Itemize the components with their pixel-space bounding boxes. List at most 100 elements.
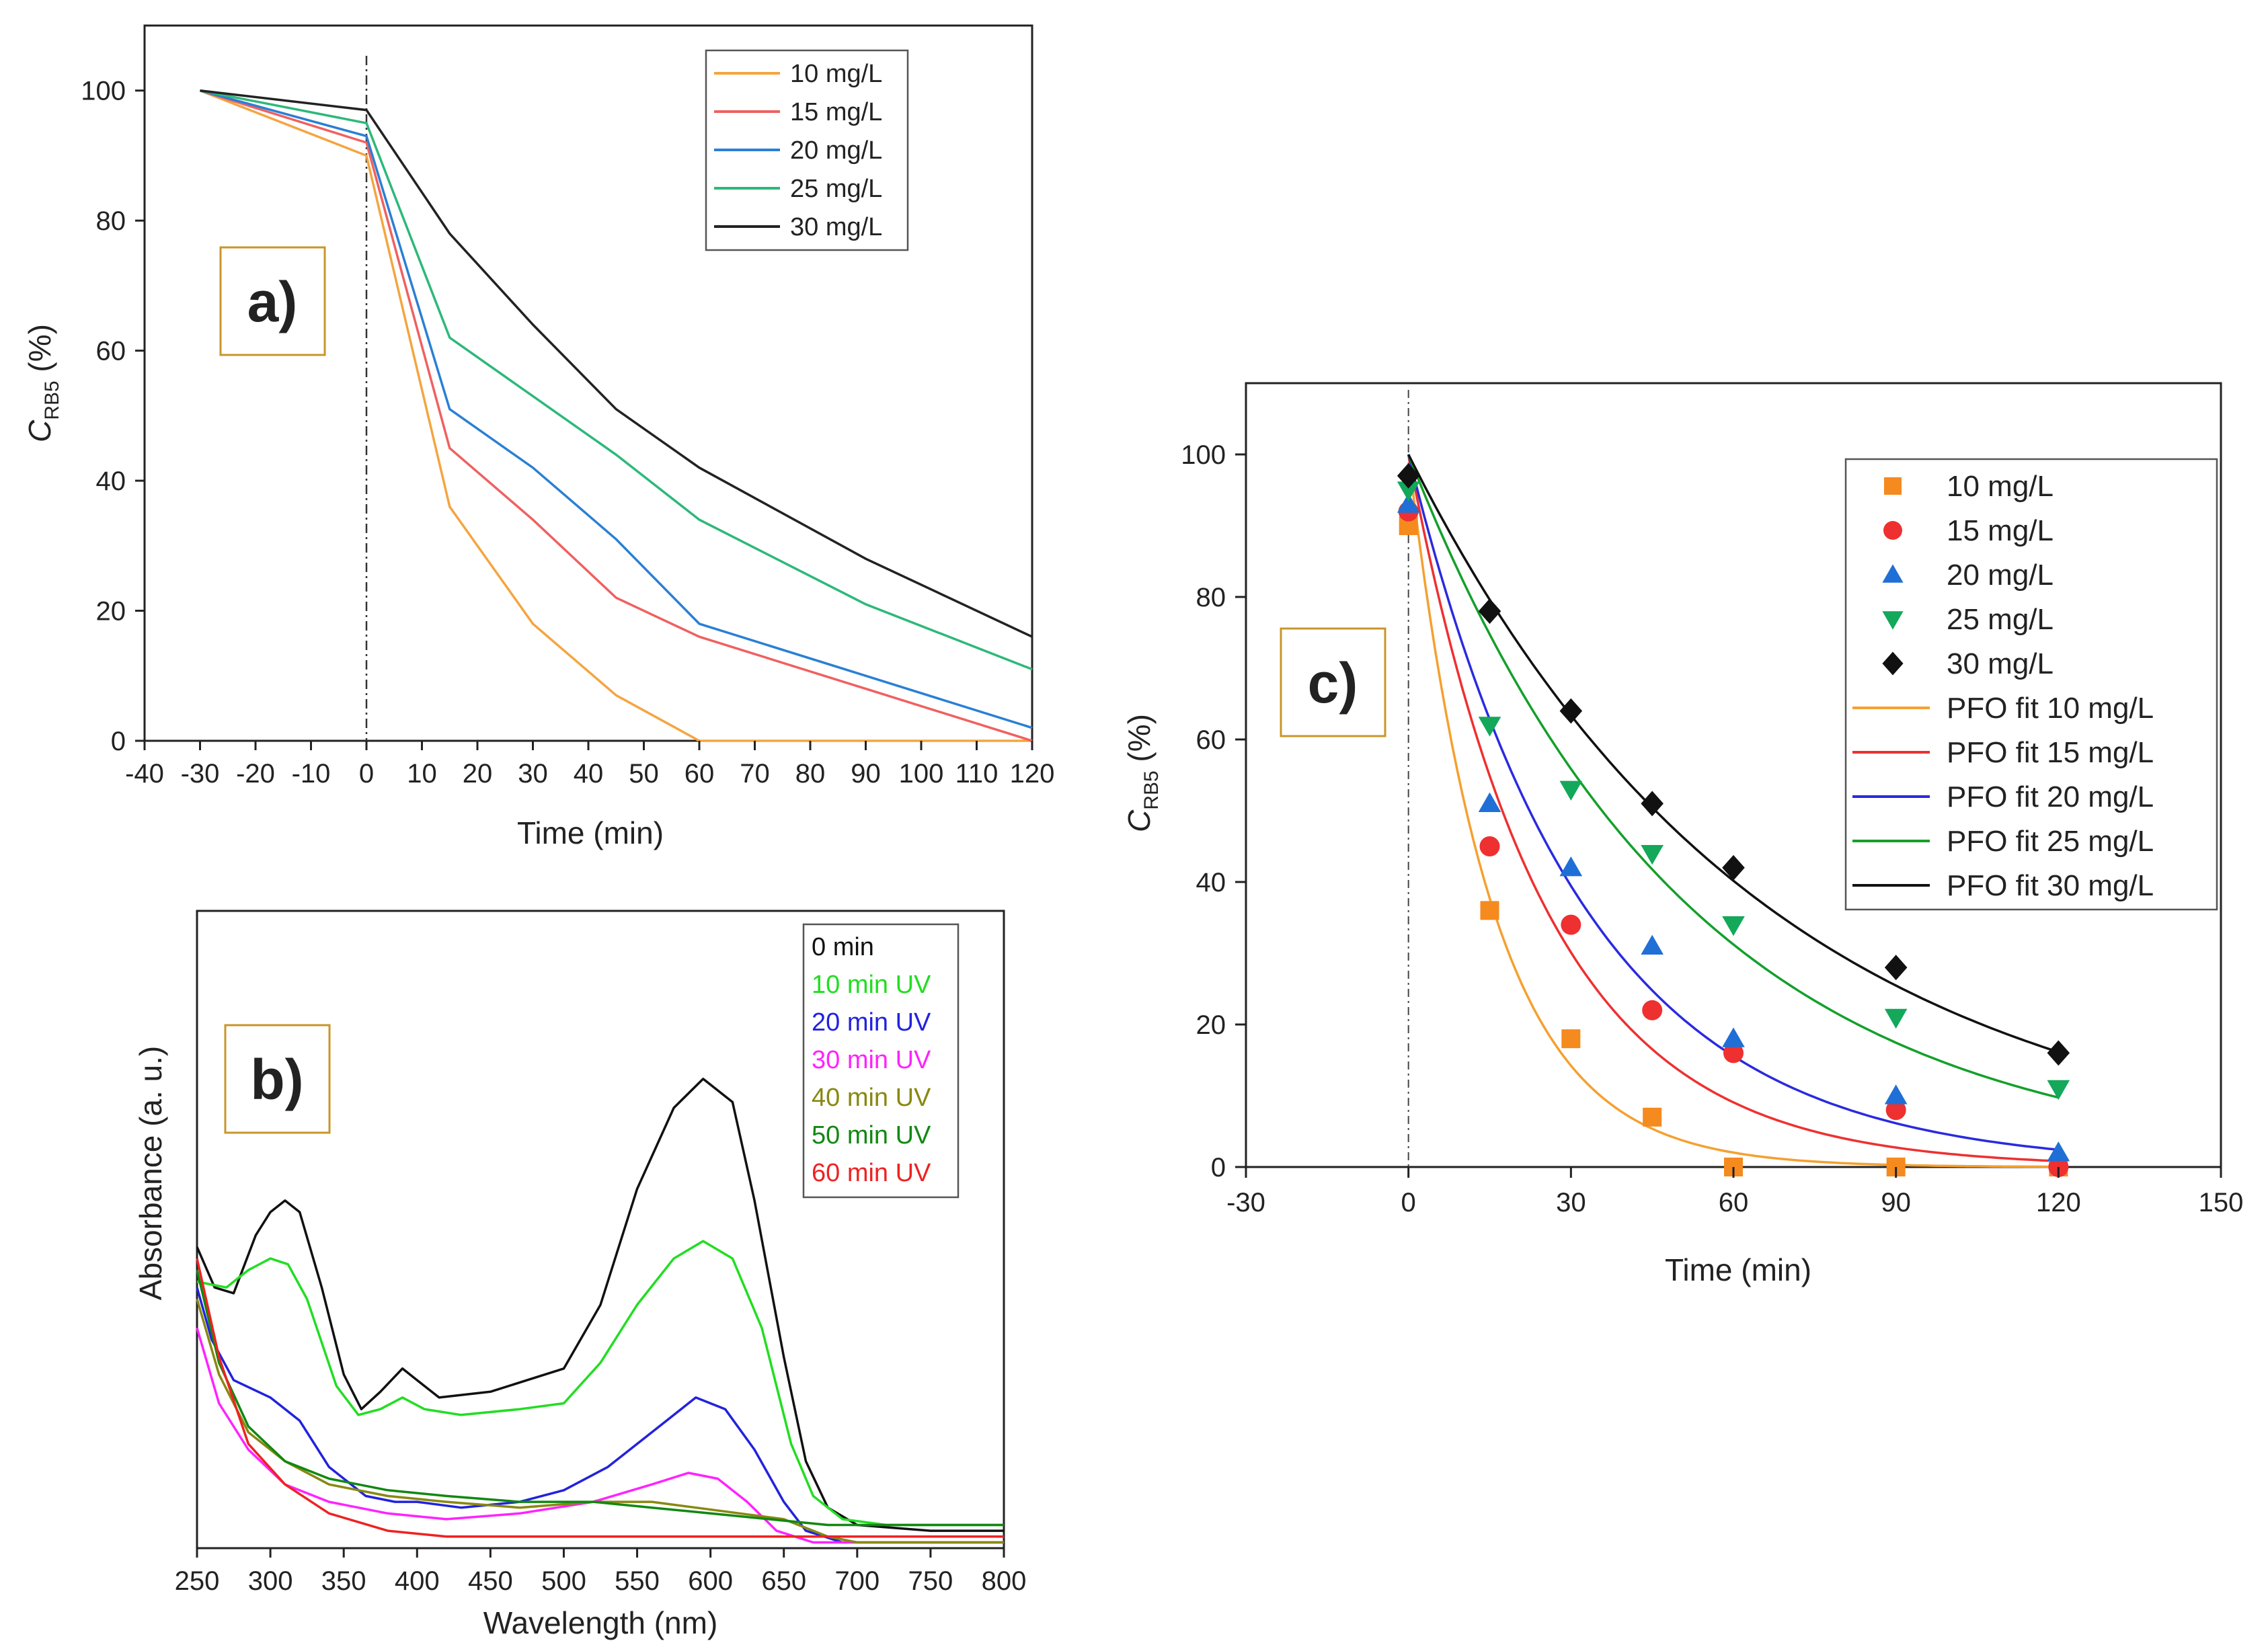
panel-a-y-label-main: C: [22, 419, 57, 442]
panel-b-legend-label: 60 min UV: [812, 1159, 931, 1187]
panel-a-x-tick-label: 60: [685, 759, 715, 789]
panel-c-legend-label: PFO fit 30 mg/L: [1947, 869, 2154, 902]
panel-c-point-30-mg-l: [1641, 791, 1664, 817]
panel-a-series-30-mg-l: [200, 89, 1033, 638]
panel-a-x-tick-label: -20: [236, 759, 275, 789]
panel-b-y-axis-label: Absorbance (a. u.): [133, 1046, 168, 1300]
panel-a-legend-label: 15 mg/L: [790, 98, 882, 126]
panel-c-tag: c): [1308, 651, 1358, 715]
panel-c-point-20-mg-l: [1722, 1027, 1745, 1047]
panel-c-legend: 10 mg/L 15 mg/L 20 mg/L 25 mg/L 30 mg/L PFO f…: [1844, 458, 2218, 911]
panel-c-legend-label: 15 mg/L: [1947, 514, 2054, 547]
panel-c-x-tick-label: 120: [2036, 1188, 2081, 1217]
panel-a-x-axis-label: Time (min): [517, 815, 664, 850]
panel-b-x-tick-label: 350: [321, 1566, 366, 1596]
panel-c-point-20-mg-l: [1397, 493, 1420, 513]
panel-c-y-tick-label: 100: [1181, 440, 1226, 470]
panel-c-point-15-mg-l: [1479, 836, 1500, 856]
panel-c-legend-label: PFO fit 25 mg/L: [1947, 825, 2154, 858]
panel-c-point-10-mg-l: [1561, 1029, 1581, 1049]
panel-a-x-tick-label: -40: [125, 759, 164, 789]
panel-a-series-25-mg-l: [200, 89, 1033, 671]
panel-c-point-25-mg-l: [1722, 916, 1745, 936]
panel-c-tag-box: [1280, 627, 1386, 737]
panel-b-series-20-min-uv: [196, 1287, 1004, 1544]
panel-a-legend-label: 30 mg/L: [790, 213, 882, 241]
panel-a-tag: a): [247, 270, 298, 333]
panel-a-x-tick-label: 30: [518, 759, 548, 789]
panel-a-tag-box: [219, 246, 326, 356]
panel-b-series-50-min-uv: [196, 1269, 1004, 1527]
panel-c-point-15-mg-l: [1642, 1000, 1663, 1020]
panel-a-y-label-sub: RB5: [41, 380, 63, 419]
panel-a-x-tick-label: 40: [574, 759, 604, 789]
panel-c-point-30-mg-l: [1722, 854, 1745, 881]
panel-a-x-tick-label: 120: [1010, 759, 1055, 789]
panel-c-point-25-mg-l: [1559, 780, 1583, 801]
panel-b-tag: b): [250, 1048, 303, 1111]
panel-c-legend-marker: [1884, 477, 1902, 495]
panel-a-x-tick-label: 110: [955, 759, 999, 789]
panel-a-x-tick-label: 10: [407, 759, 437, 789]
panel-c-x-tick-label: 150: [2199, 1188, 2244, 1217]
panel-c-point-30-mg-l: [2047, 1040, 2070, 1066]
panel-a-y-axis-label: CRB5 (%): [22, 324, 63, 442]
panel-c-y-tick-label: 20: [1196, 1010, 1226, 1040]
panel-c-legend-label: PFO fit 15 mg/L: [1947, 736, 2154, 769]
panel-c-point-25-mg-l: [2047, 1080, 2070, 1100]
panel-b-x-tick-label: 500: [541, 1566, 586, 1596]
panel-a-series-15-mg-l: [199, 89, 1033, 742]
panel-a-y-label-unit: (%): [22, 324, 57, 380]
panel-a-y-tick-label: 80: [96, 206, 126, 236]
panel-b-x-tick-label: 650: [761, 1566, 806, 1596]
panel-b-series-60-min-uv: [196, 1258, 1004, 1538]
panel-c-y-label-unit: (%): [1122, 714, 1157, 770]
panel-c-x-tick-label: 90: [1881, 1188, 1911, 1217]
panel-b-legend: 0 min 10 min UV 20 min UV 30 min UV 40 min U…: [802, 923, 960, 1199]
panel-c-point-15-mg-l: [1723, 1043, 1744, 1063]
panel-b-legend-label: 30 min UV: [812, 1046, 931, 1074]
panel-b-legend-label: 50 min UV: [812, 1121, 931, 1150]
panel-a-x-tick-label: -30: [181, 759, 220, 789]
panel-c-legend-label: 25 mg/L: [1947, 603, 2054, 636]
panel-c-point-20-mg-l: [2047, 1141, 2070, 1162]
panel-b-x-tick-label: 300: [248, 1566, 293, 1596]
panel-a-x-tick-label: 50: [629, 759, 659, 789]
panel-a-y-tick-label: 40: [96, 467, 126, 496]
panel-c-legend-marker: [1882, 651, 1904, 676]
panel-b-chart: 250 300 350 400 450 500 550 600 650 700 750 800 Wav…: [133, 910, 1026, 1640]
panel-a-series-20-mg-l: [200, 89, 1033, 729]
svg-text:CRB5 (%): CRB5 (%): [1122, 714, 1163, 832]
svg-text:CRB5 (%): CRB5 (%): [22, 324, 63, 442]
panel-c-legend-label: PFO fit 20 mg/L: [1947, 780, 2154, 813]
panel-c-legend-label: PFO fit 10 mg/L: [1947, 692, 2154, 725]
panel-c-legend-marker: [1882, 611, 1904, 630]
panel-a-series-10-mg-l: [199, 89, 1032, 742]
panel-c-legend-marker: [1883, 521, 1902, 540]
panel-c-point-25-mg-l: [1641, 845, 1664, 865]
panel-a-x-tick-label: 80: [795, 759, 826, 789]
panel-c-fit-pfo-fit-30-mg-l: [1407, 454, 2059, 1053]
panel-c-point-25-mg-l: [1478, 717, 1501, 737]
panel-c-x-tick-label: 0: [1401, 1188, 1416, 1217]
panel-c-point-25-mg-l: [1884, 1008, 1908, 1029]
panel-c-point-30-mg-l: [1884, 955, 1908, 981]
panel-b-x-tick-label: 700: [834, 1566, 879, 1596]
panel-b-legend-label: 20 min UV: [812, 1008, 931, 1037]
panel-a-x-tick-label: 0: [359, 759, 374, 789]
panel-c-y-axis-label: CRB5 (%): [1122, 714, 1163, 832]
panel-b-legend-label: 0 min: [812, 933, 874, 961]
panel-c-y-label-main: C: [1122, 809, 1157, 832]
panel-c-y-tick-label: 0: [1211, 1153, 1226, 1182]
panel-c-point-30-mg-l: [1559, 698, 1583, 724]
panel-b-series-40-min-uv: [196, 1298, 1004, 1544]
panel-c-x-tick-label: -30: [1226, 1188, 1265, 1217]
panel-b-x-tick-label: 400: [395, 1566, 440, 1596]
panel-a-y-tick-label: 100: [81, 77, 126, 106]
panel-b-x-tick-label: 600: [688, 1566, 733, 1596]
panel-c-legend-label: 20 mg/L: [1947, 559, 2054, 592]
panel-a-x-tick-label: 70: [740, 759, 770, 789]
panel-c-fit-pfo-fit-25-mg-l: [1407, 454, 2059, 1099]
panel-b-x-tick-label: 450: [468, 1566, 513, 1596]
